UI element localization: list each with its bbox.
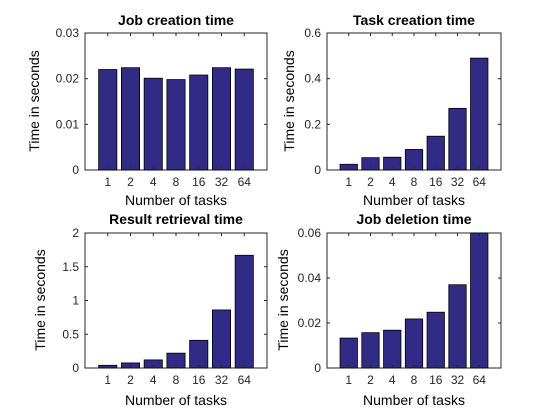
y-tick-label: 1.5: [62, 260, 79, 274]
x-tick-label: 32: [451, 175, 465, 189]
x-tick-label: 64: [238, 175, 252, 189]
bar: [361, 332, 380, 369]
bar: [470, 232, 489, 369]
x-axis-label: Number of tasks: [125, 392, 227, 408]
subplot-task-creation-time: Task creation time Number of tasks Time …: [281, 12, 502, 208]
y-tick-label: 0.6: [304, 26, 321, 40]
x-tick-label: 4: [150, 175, 157, 189]
y-tick-label: 0.06: [298, 226, 322, 240]
x-tick-label: 16: [192, 175, 206, 189]
x-tick-label: 4: [389, 373, 396, 387]
x-tick-label: 1: [104, 175, 111, 189]
chart-title: Task creation time: [353, 12, 475, 28]
x-tick-label: 2: [127, 175, 134, 189]
bar: [234, 254, 254, 369]
bar: [448, 284, 467, 369]
y-axis-label: Time in seconds: [32, 249, 48, 350]
x-tick-label: 1: [345, 175, 352, 189]
bar: [470, 57, 489, 171]
bar: [211, 309, 231, 369]
x-axis-label: Number of tasks: [363, 192, 465, 208]
x-tick-label: 16: [429, 175, 443, 189]
x-tick-label: 1: [345, 373, 352, 387]
bar: [189, 339, 209, 369]
bar: [404, 149, 424, 171]
x-tick-label: 64: [238, 373, 252, 387]
x-tick-label: 8: [411, 373, 418, 387]
x-tick-label: 32: [215, 175, 229, 189]
y-tick-label: 0.02: [298, 316, 322, 330]
bar: [339, 337, 358, 369]
y-axis-label: Time in seconds: [26, 50, 42, 151]
subplot-result-retrieval-time: Result retrieval time Number of tasks Ti…: [32, 211, 268, 408]
x-axis-label: Number of tasks: [125, 192, 227, 208]
bar: [143, 77, 163, 171]
bar: [426, 135, 445, 171]
y-tick-label: 0.01: [56, 117, 80, 131]
bar: [211, 67, 231, 171]
bar: [234, 68, 254, 171]
x-tick-label: 2: [127, 373, 134, 387]
chart-title: Result retrieval time: [109, 211, 243, 227]
y-tick-label: 0.04: [298, 271, 322, 285]
x-tick-label: 2: [367, 175, 374, 189]
y-axis-label: Time in seconds: [281, 50, 297, 151]
x-tick-label: 1: [104, 373, 111, 387]
x-axis-label: Number of tasks: [363, 392, 465, 408]
subplot-job-deletion-time: Job deletion time Number of tasks Time i…: [275, 211, 502, 408]
y-tick-label: 0.03: [56, 26, 80, 40]
y-tick-label: 2: [72, 226, 79, 240]
x-tick-label: 32: [451, 373, 465, 387]
x-tick-label: 8: [173, 175, 180, 189]
bar: [448, 107, 467, 171]
x-tick-label: 2: [367, 373, 374, 387]
x-tick-label: 4: [150, 373, 157, 387]
bar: [121, 67, 141, 171]
bar: [404, 318, 424, 369]
x-tick-label: 64: [473, 373, 487, 387]
bar: [426, 311, 445, 369]
y-tick-label: 0: [72, 361, 79, 375]
x-tick-label: 8: [411, 175, 418, 189]
x-tick-label: 16: [429, 373, 443, 387]
y-tick-label: 1: [72, 294, 79, 308]
bar: [98, 69, 118, 171]
y-tick-label: 0.2: [304, 117, 321, 131]
y-tick-label: 0.02: [56, 72, 80, 86]
x-tick-label: 64: [473, 175, 487, 189]
chart-title: Job creation time: [118, 12, 234, 28]
y-tick-label: 0.4: [304, 72, 321, 86]
bar: [166, 79, 186, 171]
bar: [189, 74, 209, 171]
y-tick-label: 0.5: [62, 327, 79, 341]
bar: [383, 329, 402, 369]
y-tick-label: 0: [72, 163, 79, 177]
x-tick-label: 8: [173, 373, 180, 387]
x-tick-label: 32: [215, 373, 229, 387]
y-tick-label: 0: [314, 163, 321, 177]
y-tick-label: 0: [314, 361, 321, 375]
x-tick-label: 16: [192, 373, 206, 387]
y-axis-label: Time in seconds: [275, 249, 291, 350]
chart-title: Job deletion time: [356, 211, 471, 227]
subplot-job-creation-time: Job creation time Number of tasks Time i…: [26, 12, 268, 208]
x-tick-label: 4: [389, 175, 396, 189]
